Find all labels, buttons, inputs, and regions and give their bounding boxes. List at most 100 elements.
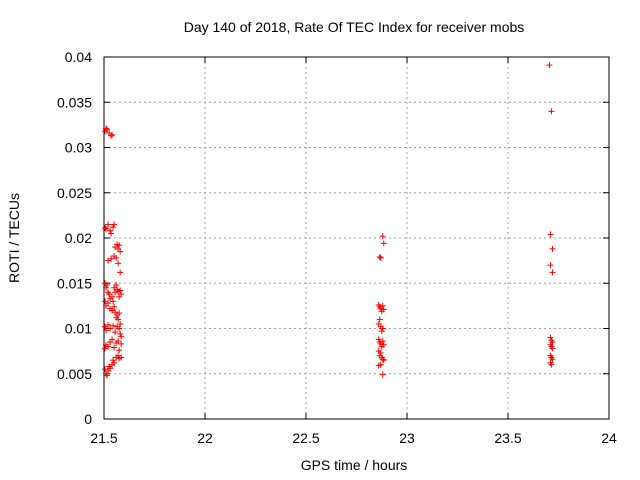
data-point: [117, 269, 124, 276]
x-tick-label: 24: [601, 430, 617, 446]
data-point: [116, 310, 123, 317]
data-point: [105, 257, 112, 264]
y-tick-label: 0: [84, 411, 92, 427]
x-tick-label: 22: [197, 430, 213, 446]
data-point: [111, 303, 118, 310]
x-tick-label: 21.5: [90, 430, 117, 446]
data-point: [104, 126, 111, 133]
data-point: [380, 357, 387, 364]
data-point: [118, 354, 125, 361]
x-tick-labels: 21.5 22 22.5 23 23.5 24: [90, 430, 617, 446]
data-point: [102, 323, 109, 330]
data-point: [104, 372, 111, 379]
data-point: [102, 366, 109, 373]
data-point: [113, 282, 120, 289]
data-point: [117, 330, 124, 337]
data-point: [110, 357, 117, 364]
data-point: [376, 254, 383, 261]
data-point: [107, 227, 114, 234]
data-point: [380, 240, 387, 247]
data-point: [116, 325, 123, 332]
data-point: [107, 325, 114, 332]
y-tick-label: 0.03: [65, 140, 92, 156]
data-point: [115, 338, 122, 345]
data-point: [103, 327, 110, 334]
data-point: [379, 356, 386, 363]
data-point: [377, 361, 384, 368]
y-tick-label: 0.01: [65, 321, 92, 337]
data-point: [115, 260, 122, 267]
data-point: [111, 359, 118, 366]
data-point: [380, 306, 387, 313]
data-point: [116, 242, 123, 249]
data-points: [102, 62, 556, 379]
data-point: [118, 291, 125, 298]
data-point: [102, 225, 109, 232]
data-point: [376, 316, 383, 323]
data-point: [118, 333, 125, 340]
data-point: [102, 298, 109, 305]
data-point: [102, 345, 109, 352]
data-point: [546, 62, 553, 69]
data-point: [109, 131, 116, 138]
data-point: [377, 254, 384, 261]
y-tick-label: 0.04: [65, 49, 92, 65]
data-point: [105, 343, 112, 350]
x-tick-label: 23.5: [494, 430, 521, 446]
data-point: [547, 231, 554, 238]
data-point: [549, 245, 556, 252]
data-point: [548, 108, 555, 115]
data-point: [112, 329, 119, 336]
data-point: [379, 371, 386, 378]
data-point: [105, 300, 112, 307]
data-point: [103, 284, 110, 291]
data-point: [103, 225, 110, 232]
data-point: [113, 254, 120, 261]
data-point: [375, 336, 382, 343]
data-point: [116, 347, 123, 354]
chart-title: Day 140 of 2018, Rate Of TEC Index for r…: [184, 19, 525, 35]
data-point: [110, 298, 117, 305]
y-tick-label: 0.005: [57, 366, 92, 382]
data-point: [103, 125, 110, 132]
data-point: [548, 361, 555, 368]
x-tick-label: 23: [399, 430, 415, 446]
x-tick-label: 22.5: [292, 430, 319, 446]
y-axis-label: ROTI / TECUs: [6, 193, 22, 283]
y-tick-label: 0.035: [57, 94, 92, 110]
data-point: [377, 349, 384, 356]
y-tick-label: 0.015: [57, 275, 92, 291]
data-point: [549, 269, 556, 276]
data-point: [105, 221, 112, 228]
data-point: [108, 230, 115, 237]
data-point: [117, 248, 124, 255]
data-point: [118, 340, 125, 347]
data-point: [115, 316, 122, 323]
data-point: [117, 287, 124, 294]
data-point: [108, 132, 115, 139]
data-point: [379, 338, 386, 345]
data-point: [547, 262, 554, 269]
data-point: [378, 328, 385, 335]
data-point: [115, 352, 122, 359]
data-point: [117, 320, 124, 327]
data-point: [109, 293, 116, 300]
data-point: [380, 341, 387, 348]
data-point: [107, 365, 114, 372]
data-point: [109, 336, 116, 343]
data-point: [105, 321, 112, 328]
data-point: [109, 307, 116, 314]
y-tick-labels: 0 0.005 0.01 0.015 0.02 0.025 0.03 0.035 0.04: [57, 49, 92, 427]
y-tick-label: 0.025: [57, 185, 92, 201]
data-point: [549, 345, 556, 352]
data-point: [110, 224, 117, 231]
grid-lines: [104, 57, 609, 419]
data-point: [379, 233, 386, 240]
data-point: [549, 356, 556, 363]
data-point: [106, 291, 113, 298]
data-point: [379, 302, 386, 309]
data-point: [110, 322, 117, 329]
data-point: [108, 255, 115, 262]
data-point: [111, 344, 118, 351]
